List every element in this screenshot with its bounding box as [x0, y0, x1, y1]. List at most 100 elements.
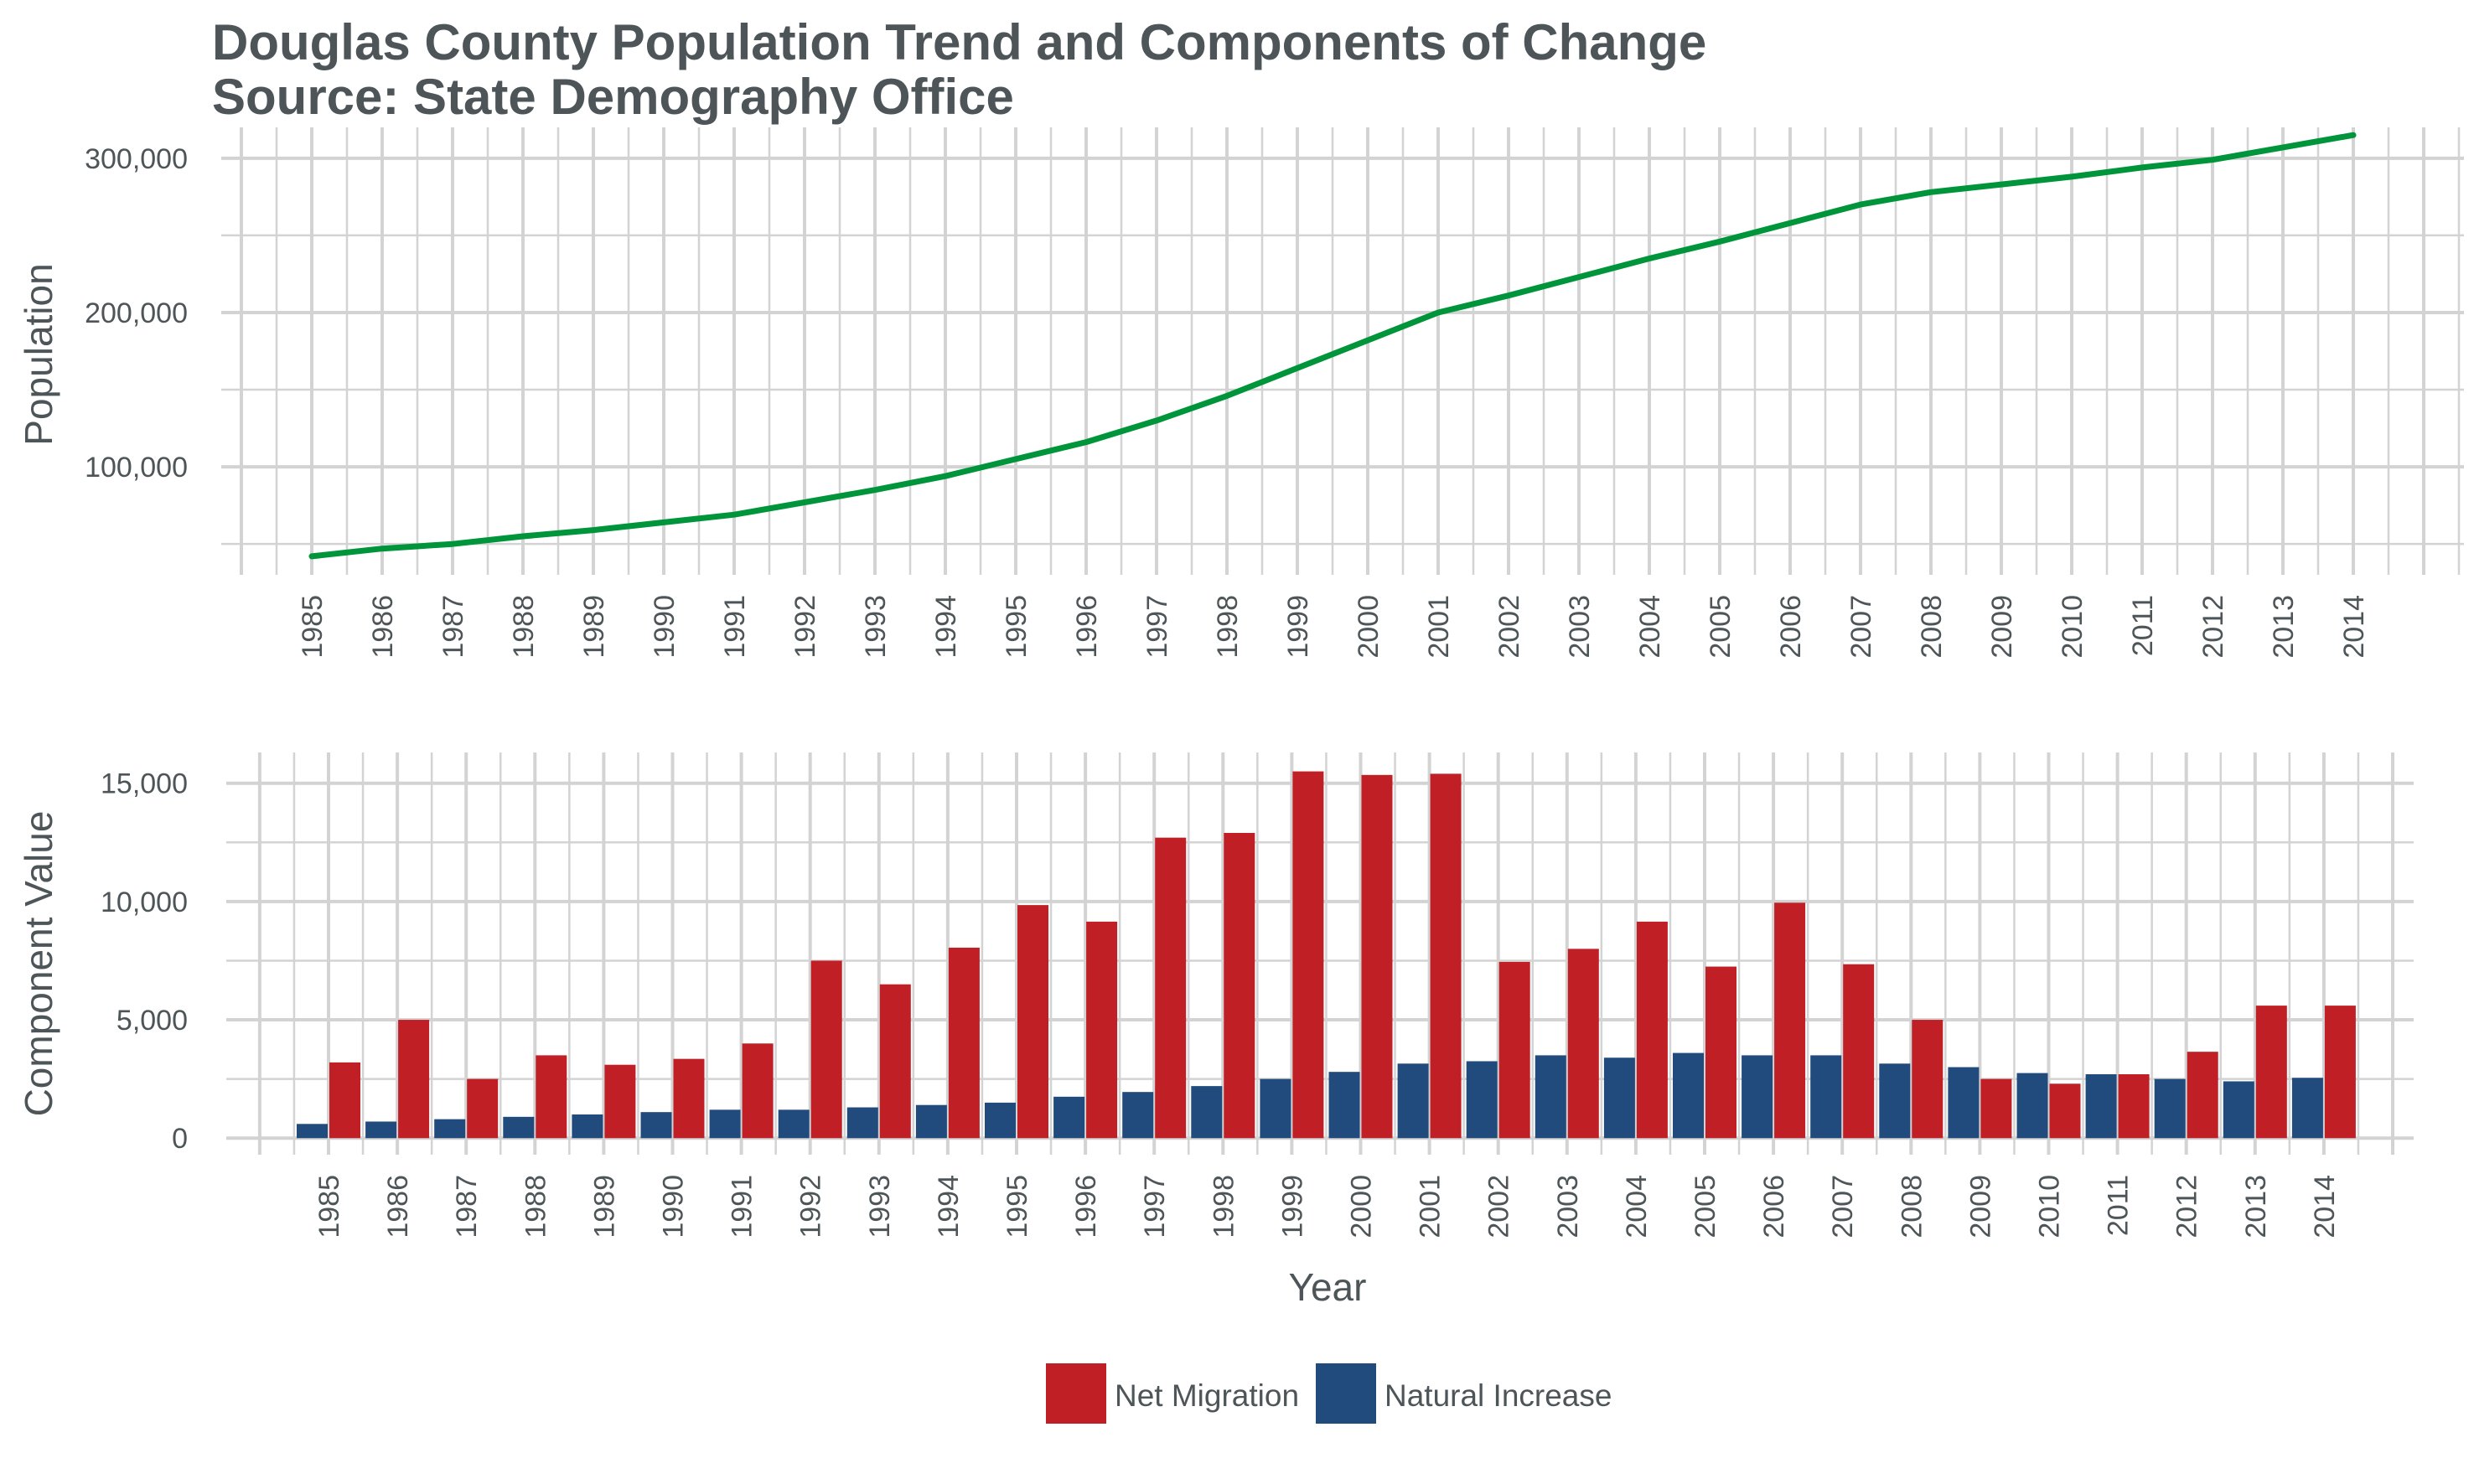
- population-point: [310, 555, 313, 558]
- x-tick-label: 1989: [578, 595, 610, 659]
- x-tick-label: 1992: [789, 595, 821, 659]
- population-y-axis: 100,000 200,000 300,000: [85, 143, 188, 483]
- x-tick-label: 2011: [2103, 1175, 2135, 1236]
- bar-net-migration: [1774, 902, 1806, 1139]
- bar-natural-increase: [1948, 1067, 1980, 1139]
- bar-net-migration: [1567, 949, 1599, 1139]
- x-tick-label: 1993: [860, 595, 892, 659]
- x-tick-label: 1994: [933, 1175, 965, 1238]
- x-tick-label: 1997: [1139, 1175, 1171, 1238]
- bar-natural-increase: [778, 1109, 810, 1139]
- bar-net-migration: [1292, 771, 1324, 1139]
- population-point: [592, 529, 595, 532]
- bar-net-migration: [467, 1078, 499, 1139]
- bar-net-migration: [2255, 1006, 2287, 1139]
- bar-net-migration: [1155, 837, 1187, 1139]
- bar-natural-increase: [1122, 1092, 1154, 1139]
- bar-natural-increase: [846, 1107, 878, 1139]
- population-point: [1929, 190, 1933, 194]
- bar-net-migration: [948, 947, 980, 1139]
- population-point: [1648, 257, 1651, 261]
- x-tick-label: 2000: [1353, 595, 1385, 659]
- x-tick-label: 2013: [2240, 1175, 2272, 1238]
- legend-label-net-migration: Net Migration: [1115, 1378, 1299, 1413]
- population-x-axis: 1985 1986 1987 1988 1989 1990 1991 1992 1993 1994…: [297, 595, 2370, 659]
- x-tick-label: 1988: [508, 595, 540, 659]
- bar-natural-increase: [297, 1124, 328, 1139]
- population-point: [1084, 441, 1088, 444]
- population-point: [380, 547, 384, 551]
- components-y-axis: 0 5,000 10,000 15,000: [101, 768, 188, 1156]
- x-tick-label: 2013: [2268, 595, 2300, 659]
- x-tick-label: 2005: [1690, 1175, 1721, 1238]
- bar-net-migration: [879, 984, 911, 1139]
- legend-swatch-net-migration: [1046, 1363, 1106, 1424]
- bar-natural-increase: [709, 1109, 741, 1139]
- bar-net-migration: [1224, 833, 1255, 1139]
- x-tick-label: 2014: [2338, 595, 2370, 659]
- x-tick-label: 1990: [658, 1175, 690, 1238]
- x-tick-label: 2005: [1705, 595, 1736, 659]
- x-tick-label: 1991: [719, 595, 751, 659]
- x-tick-label: 1993: [864, 1175, 896, 1238]
- x-tick-label: 2010: [2057, 595, 2088, 659]
- x-tick-label: 2001: [1415, 1175, 1447, 1238]
- bar-natural-increase: [2016, 1073, 2048, 1139]
- x-tick-label: 2002: [1483, 1175, 1515, 1238]
- bar-natural-increase: [572, 1114, 603, 1139]
- population-point: [1014, 458, 1017, 461]
- bar-net-migration: [673, 1058, 705, 1139]
- components-x-axis: 1985 1986 1987 1988 1989 1990 1991 1992 1993 1994…: [313, 1175, 2341, 1238]
- x-tick-label: 1989: [588, 1175, 620, 1238]
- population-point: [2352, 133, 2355, 137]
- population-point: [2070, 175, 2073, 178]
- bar-natural-increase: [640, 1112, 672, 1139]
- x-tick-label: 2012: [2197, 595, 2229, 659]
- x-tick-label: 1996: [1071, 595, 1103, 659]
- population-point: [873, 489, 877, 492]
- population-point: [2281, 146, 2285, 149]
- x-tick-label: 1999: [1276, 1175, 1308, 1238]
- x-tick-label: 1998: [1212, 595, 1244, 659]
- bar-net-migration: [1912, 1020, 1943, 1139]
- bar-net-migration: [2118, 1074, 2150, 1139]
- population-point: [944, 474, 947, 478]
- bar-natural-increase: [1673, 1052, 1704, 1139]
- y-tick-label: 200,000: [85, 297, 188, 329]
- bar-net-migration: [2049, 1083, 2081, 1139]
- bar-natural-increase: [1810, 1055, 1842, 1139]
- population-point: [1788, 221, 1792, 225]
- population-plot: [308, 132, 2357, 560]
- x-tick-label: 1997: [1141, 595, 1173, 659]
- chart-subtitle: Source: State Demography Office: [212, 69, 1014, 125]
- bar-net-migration: [1430, 773, 1462, 1139]
- population-point: [2000, 183, 2003, 186]
- bar-natural-increase: [1879, 1063, 1911, 1139]
- bar-net-migration: [1498, 961, 1530, 1139]
- x-tick-label: 2008: [1916, 595, 1948, 659]
- x-tick-label: 2003: [1552, 1175, 1584, 1238]
- components-panel-grid: [226, 752, 2414, 1155]
- y-tick-label: 10,000: [101, 887, 188, 918]
- x-tick-label: 2004: [1634, 595, 1666, 659]
- bar-natural-increase: [2291, 1078, 2323, 1139]
- bar-net-migration: [1843, 964, 1875, 1139]
- bar-net-migration: [329, 1062, 360, 1139]
- population-point: [2140, 166, 2144, 169]
- bar-net-migration: [2187, 1052, 2218, 1139]
- bar-natural-increase: [2223, 1081, 2254, 1139]
- x-tick-label: 2006: [1758, 1175, 1790, 1238]
- bar-net-migration: [2324, 1006, 2356, 1139]
- bar-natural-increase: [503, 1116, 535, 1139]
- bar-natural-increase: [1603, 1057, 1635, 1139]
- population-point: [732, 513, 736, 516]
- x-tick-label: 1988: [520, 1175, 551, 1238]
- components-plot: [297, 771, 2356, 1139]
- population-point: [451, 542, 454, 546]
- bar-net-migration: [1705, 966, 1736, 1139]
- legend: Net Migration Natural Increase: [1046, 1363, 1612, 1424]
- population-point: [1155, 419, 1158, 422]
- bar-net-migration: [1017, 905, 1048, 1139]
- legend-swatch-natural-increase: [1316, 1363, 1376, 1424]
